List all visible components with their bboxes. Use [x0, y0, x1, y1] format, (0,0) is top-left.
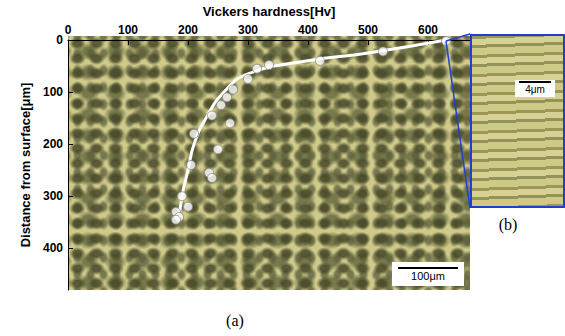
- html-text:100μm: 100μm: [411, 270, 445, 282]
- svg-text:100: 100: [118, 23, 138, 37]
- svg-text:400: 400: [298, 23, 318, 37]
- svg-text:400: 400: [43, 241, 63, 255]
- svg-text:0: 0: [65, 23, 72, 37]
- svg-text:600: 600: [418, 23, 438, 37]
- svg-text:200: 200: [43, 137, 63, 151]
- svg-text:Distance from surface[μm]: Distance from surface[μm]: [18, 83, 33, 248]
- svg-text:300: 300: [238, 23, 258, 37]
- svg-text:0: 0: [56, 33, 63, 47]
- svg-text:500: 500: [358, 23, 378, 37]
- svg-text:100: 100: [43, 85, 63, 99]
- html-text:(b): (b): [498, 216, 518, 233]
- svg-text:200: 200: [178, 23, 198, 37]
- svg-text:Vickers hardness[Hv]: Vickers hardness[Hv]: [203, 4, 336, 19]
- svg-text:300: 300: [43, 189, 63, 203]
- html-text:(a): (a): [226, 312, 244, 329]
- html-text:4μm: 4μm: [525, 84, 545, 95]
